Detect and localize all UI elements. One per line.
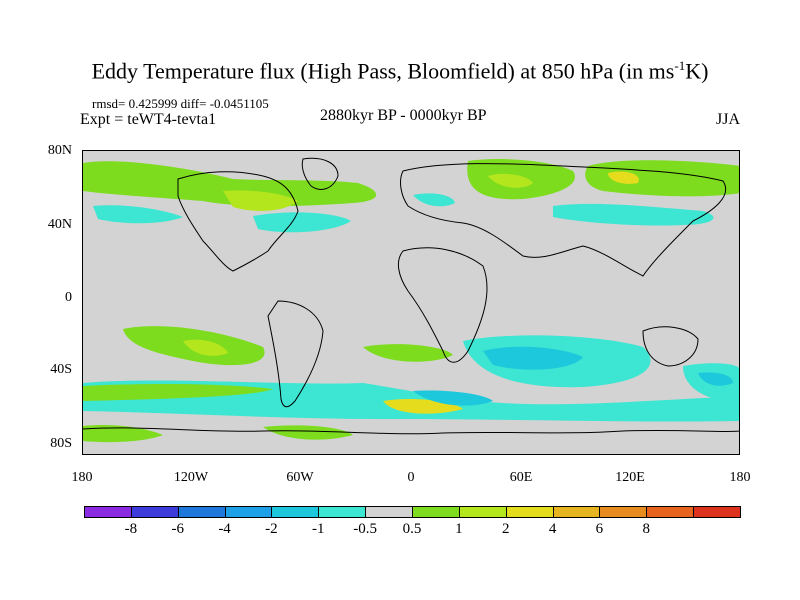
africa-coast <box>397 247 488 363</box>
x-tick-label: 180 <box>729 470 751 485</box>
north-america-coast <box>177 171 299 272</box>
colorbar-label: -4 <box>218 521 231 537</box>
colorbar-segment <box>599 506 648 518</box>
colorbar-segment <box>177 506 226 518</box>
sh-blue-indian <box>483 346 583 370</box>
colorbar-label: -1 <box>312 521 325 537</box>
sh-blue-belt <box>413 390 493 406</box>
colorbar-segment <box>646 506 695 518</box>
colorbar-label: -0.5 <box>353 521 378 537</box>
colorbar-segment <box>224 506 273 518</box>
colorbar-label: -8 <box>124 521 138 537</box>
rmsd-diff-stats: rmsd= 0.425999 diff= -0.0451105 <box>92 96 269 111</box>
colorbar-segment <box>84 506 132 518</box>
coastlines <box>83 157 739 435</box>
colorbar-label: 1 <box>455 521 463 537</box>
nh-cyan-asia <box>553 203 714 226</box>
nh-yellow-patch-eurasia <box>488 173 533 188</box>
sh-blue-australia <box>698 372 733 386</box>
colorbar-segment <box>365 506 413 518</box>
nh-green-band-west <box>83 161 377 207</box>
y-tick-label: 80S <box>50 436 72 451</box>
colorbar-segment <box>505 506 554 518</box>
nh-green-band-east <box>585 160 739 197</box>
x-tick-label: 120E <box>615 470 645 485</box>
colorbar-segment <box>412 506 460 518</box>
anomaly-field <box>83 159 739 443</box>
eurasia-coast <box>400 163 727 277</box>
colorbar-segment <box>458 506 507 518</box>
colorbar-segment <box>318 506 367 518</box>
x-tick-label: 0 <box>407 470 415 485</box>
nh-yellow-patch-america <box>223 190 298 211</box>
colorbar-segment <box>130 506 179 518</box>
season-label: JJA <box>716 111 741 128</box>
colorbar-segment <box>271 506 320 518</box>
x-tick-label: 60E <box>509 470 533 485</box>
sh-green-belt-west <box>83 384 273 401</box>
colorbar-segment <box>552 506 601 518</box>
y-tick-label: 40S <box>50 362 72 377</box>
nh-cyan-eurasia-small <box>413 193 455 207</box>
nh-yellow-patch-east <box>608 171 639 184</box>
antarctica-coast <box>83 427 739 435</box>
colorbar-label: 2 <box>501 521 510 537</box>
nh-cyan-pacific <box>93 205 183 224</box>
x-tick-label: 120W <box>173 470 209 485</box>
x-tick-label: 60W <box>286 470 314 485</box>
y-tick-label: 40N <box>47 217 72 232</box>
south-america-coast <box>267 300 324 408</box>
colorbar-label: -6 <box>171 521 184 537</box>
sh-green-antarctic-mid <box>263 425 353 440</box>
colorbar-label: 6 <box>595 521 604 537</box>
colorbar-label: 0.5 <box>402 521 422 537</box>
experiment-label: Expt = teWT4-tevta1 <box>80 111 217 128</box>
nh-cyan-atlantic <box>253 212 351 233</box>
chart-title: Eddy Temperature flux (High Pass, Bloomf… <box>91 58 709 84</box>
x-tick-label: 180 <box>71 470 93 485</box>
period-label: 2880kyr BP - 0000kyr BP <box>320 107 487 124</box>
colorbar-segment <box>693 506 741 518</box>
greenland-coast <box>301 157 339 190</box>
colorbar-label: 4 <box>548 521 557 537</box>
colorbar-label: -2 <box>265 521 278 537</box>
sh-green-antarctic-left <box>83 425 163 443</box>
y-tick-label: 80N <box>47 143 72 158</box>
sh-green-atlantic <box>363 344 453 362</box>
australia-coast <box>642 326 699 367</box>
colorbar-label: 8 <box>642 521 651 537</box>
sh-yellow-pacific <box>183 339 228 356</box>
y-tick-label: 0 <box>65 290 72 305</box>
flux-map <box>82 150 740 455</box>
